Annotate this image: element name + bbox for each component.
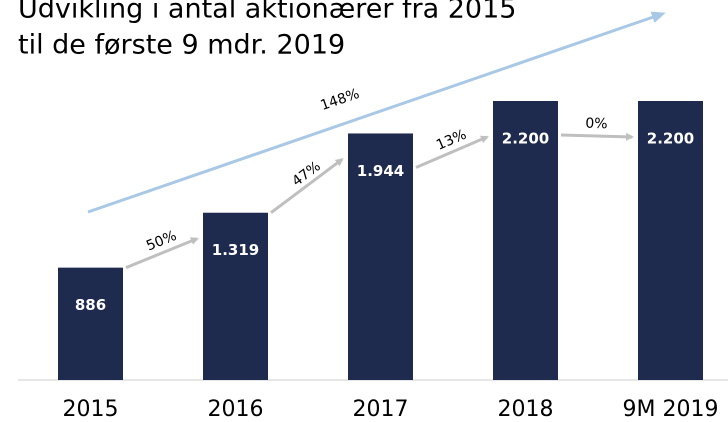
chart-title: Udvikling i antal aktionærer fra 2015 bbox=[18, 0, 516, 25]
bar bbox=[203, 212, 268, 380]
value-label: 886 bbox=[75, 296, 106, 314]
growth-label: 50% bbox=[144, 228, 179, 255]
value-label: 1.944 bbox=[357, 162, 404, 180]
x-tick-label: 2015 bbox=[63, 397, 119, 422]
growth-arrow bbox=[560, 132, 634, 141]
growth-label: 13% bbox=[434, 127, 469, 154]
x-tick-label: 2016 bbox=[208, 397, 264, 422]
bar bbox=[493, 101, 558, 380]
total-growth-label: 148% bbox=[318, 86, 361, 114]
bar bbox=[58, 267, 123, 380]
x-tick-label: 9M 2019 bbox=[623, 397, 719, 422]
bar bbox=[638, 101, 703, 380]
total-growth-arrow bbox=[87, 11, 666, 214]
value-label: 2.200 bbox=[502, 130, 549, 148]
growth-arrow bbox=[415, 135, 489, 169]
growth-arrow bbox=[270, 158, 344, 214]
growth-label: 0% bbox=[585, 116, 608, 133]
chart-title: til de første 9 mdr. 2019 bbox=[18, 30, 345, 61]
bar bbox=[348, 133, 413, 380]
x-tick-label: 2018 bbox=[498, 397, 554, 422]
growth-arrow bbox=[125, 237, 199, 270]
value-label: 1.319 bbox=[212, 241, 259, 259]
value-label: 2.200 bbox=[647, 130, 694, 148]
x-tick-label: 2017 bbox=[353, 397, 409, 422]
